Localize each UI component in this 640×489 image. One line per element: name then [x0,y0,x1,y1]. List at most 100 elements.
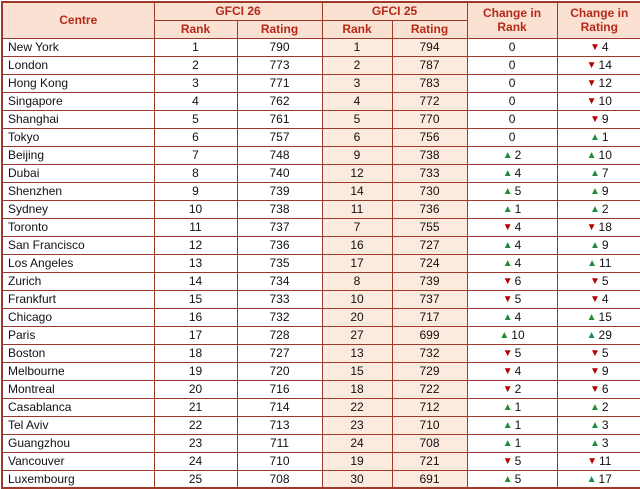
change-value: 1 [514,418,522,432]
table-row: Hong Kong 3 771 3 783 0 ▼ 12 [1,73,640,93]
gfci26-rating-cell: 728 [236,325,323,345]
up-arrow-icon: ▲ [502,420,513,431]
gfci25-rating-cell: 794 [391,37,468,57]
table-row: Los Angeles 13 735 17 724 ▲ 4 ▲ 11 [1,253,640,273]
up-arrow-icon: ▲ [586,312,597,323]
down-arrow-icon: ▼ [589,114,600,125]
change-value: 4 [514,220,522,234]
down-arrow-icon: ▼ [586,60,597,71]
table-row: Sydney 10 738 11 736 ▲ 1 ▲ 2 [1,199,640,219]
up-arrow-icon: ▲ [502,186,513,197]
change-in-rating-cell: ▲ 15 [556,307,640,327]
gfci26-rating-cell: 735 [236,253,323,273]
up-arrow-icon: ▲ [589,132,600,143]
change-in-rating-cell: ▼ 5 [556,271,640,291]
change-in-rating-cell: ▲ 1 [556,127,640,147]
gfci26-rank-cell: 13 [153,253,238,273]
gfci26-rank-cell: 2 [153,55,238,75]
up-arrow-icon: ▲ [589,168,600,179]
table-row: San Francisco 12 736 16 727 ▲ 4 ▲ 9 [1,235,640,255]
up-arrow-icon: ▲ [589,240,600,251]
gfci26-rank-cell: 24 [153,451,238,471]
down-arrow-icon: ▼ [502,348,513,359]
table-header: Centre GFCI 26 GFCI 25 Change in Rank Ch… [1,1,640,39]
gfci25-rank-cell: 20 [321,307,393,327]
gfci25-rank-cell: 1 [321,37,393,57]
gfci25-rank-cell: 4 [321,91,393,111]
change-value: 9 [601,364,609,378]
header-gfci26: GFCI 26 [153,1,323,21]
centre-cell: Toronto [1,217,155,237]
gfci25-rank-cell: 2 [321,55,393,75]
gfci25-rank-cell: 18 [321,379,393,399]
table-row: Paris 17 728 27 699 ▲ 10 ▲ 29 [1,325,640,345]
gfci25-rating-cell: 721 [391,451,468,471]
centre-cell: Chicago [1,307,155,327]
gfci26-rank-cell: 6 [153,127,238,147]
change-in-rank-cell: ▲ 2 [466,145,558,165]
centre-cell: Luxembourg [1,469,155,489]
gfci25-rating-cell: 737 [391,289,468,309]
gfci25-rank-cell: 11 [321,199,393,219]
gfci25-rating-cell: 736 [391,199,468,219]
centre-cell: Los Angeles [1,253,155,273]
gfci25-rank-cell: 17 [321,253,393,273]
change-value: 11 [599,256,612,270]
up-arrow-icon: ▲ [502,204,513,215]
change-in-rating-cell: ▲ 29 [556,325,640,345]
change-in-rank-cell: ▼ 5 [466,289,558,309]
gfci25-rank-cell: 13 [321,343,393,363]
change-in-rank-cell: ▼ 6 [466,271,558,291]
change-in-rating-cell: ▲ 3 [556,433,640,453]
down-arrow-icon: ▼ [502,222,513,233]
gfci26-rating-cell: 711 [236,433,323,453]
centre-cell: London [1,55,155,75]
change-in-rating-cell: ▼ 5 [556,343,640,363]
gfci25-rank-cell: 6 [321,127,393,147]
gfci26-rating-cell: 761 [236,109,323,129]
up-arrow-icon: ▲ [502,312,513,323]
change-value: 4 [514,238,522,252]
down-arrow-icon: ▼ [502,456,513,467]
gfci25-rank-cell: 22 [321,397,393,417]
gfci25-rating-cell: 733 [391,163,468,183]
centre-cell: Frankfurt [1,289,155,309]
up-arrow-icon: ▲ [502,473,513,485]
gfci25-rank-cell: 14 [321,181,393,201]
up-arrow-icon: ▲ [587,258,597,269]
centre-cell: New York [1,37,155,57]
gfci26-rating-cell: 733 [236,289,323,309]
change-in-rating-cell: ▼ 18 [556,217,640,237]
header-change-in-rank: Change in Rank [466,1,558,39]
table-row: Zurich 14 734 8 739 ▼ 6 ▼ 5 [1,271,640,291]
change-in-rank-cell: ▼ 4 [466,361,558,381]
down-arrow-icon: ▼ [586,96,597,107]
gfci25-rating-cell: 729 [391,361,468,381]
gfci26-rank-cell: 8 [153,163,238,183]
gfci26-rank-cell: 10 [153,199,238,219]
gfci26-rating-cell: 736 [236,235,323,255]
down-arrow-icon: ▼ [586,78,597,89]
gfci25-rating-cell: 772 [391,91,468,111]
up-arrow-icon: ▲ [589,186,600,197]
gfci25-rank-cell: 10 [321,289,393,309]
gfci26-rank-cell: 19 [153,361,238,381]
centre-cell: Casablanca [1,397,155,417]
change-in-rank-cell: ▲ 4 [466,163,558,183]
centre-cell: Hong Kong [1,73,155,93]
change-in-rating-cell: ▲ 10 [556,145,640,165]
gfci26-rank-cell: 3 [153,73,238,93]
change-in-rank-cell: 0 [466,109,558,129]
change-in-rank-cell: 0 [466,55,558,75]
down-arrow-icon: ▼ [589,276,600,287]
up-arrow-icon: ▲ [586,150,597,161]
gfci25-rating-cell: 787 [391,55,468,75]
gfci25-rating-cell: 755 [391,217,468,237]
centre-cell: San Francisco [1,235,155,255]
down-arrow-icon: ▼ [589,384,600,395]
change-value: 3 [601,436,609,450]
centre-cell: Vancouver [1,451,155,471]
change-value: 9 [601,238,609,252]
gfci25-rank-cell: 7 [321,217,393,237]
gfci25-rank-cell: 9 [321,145,393,165]
